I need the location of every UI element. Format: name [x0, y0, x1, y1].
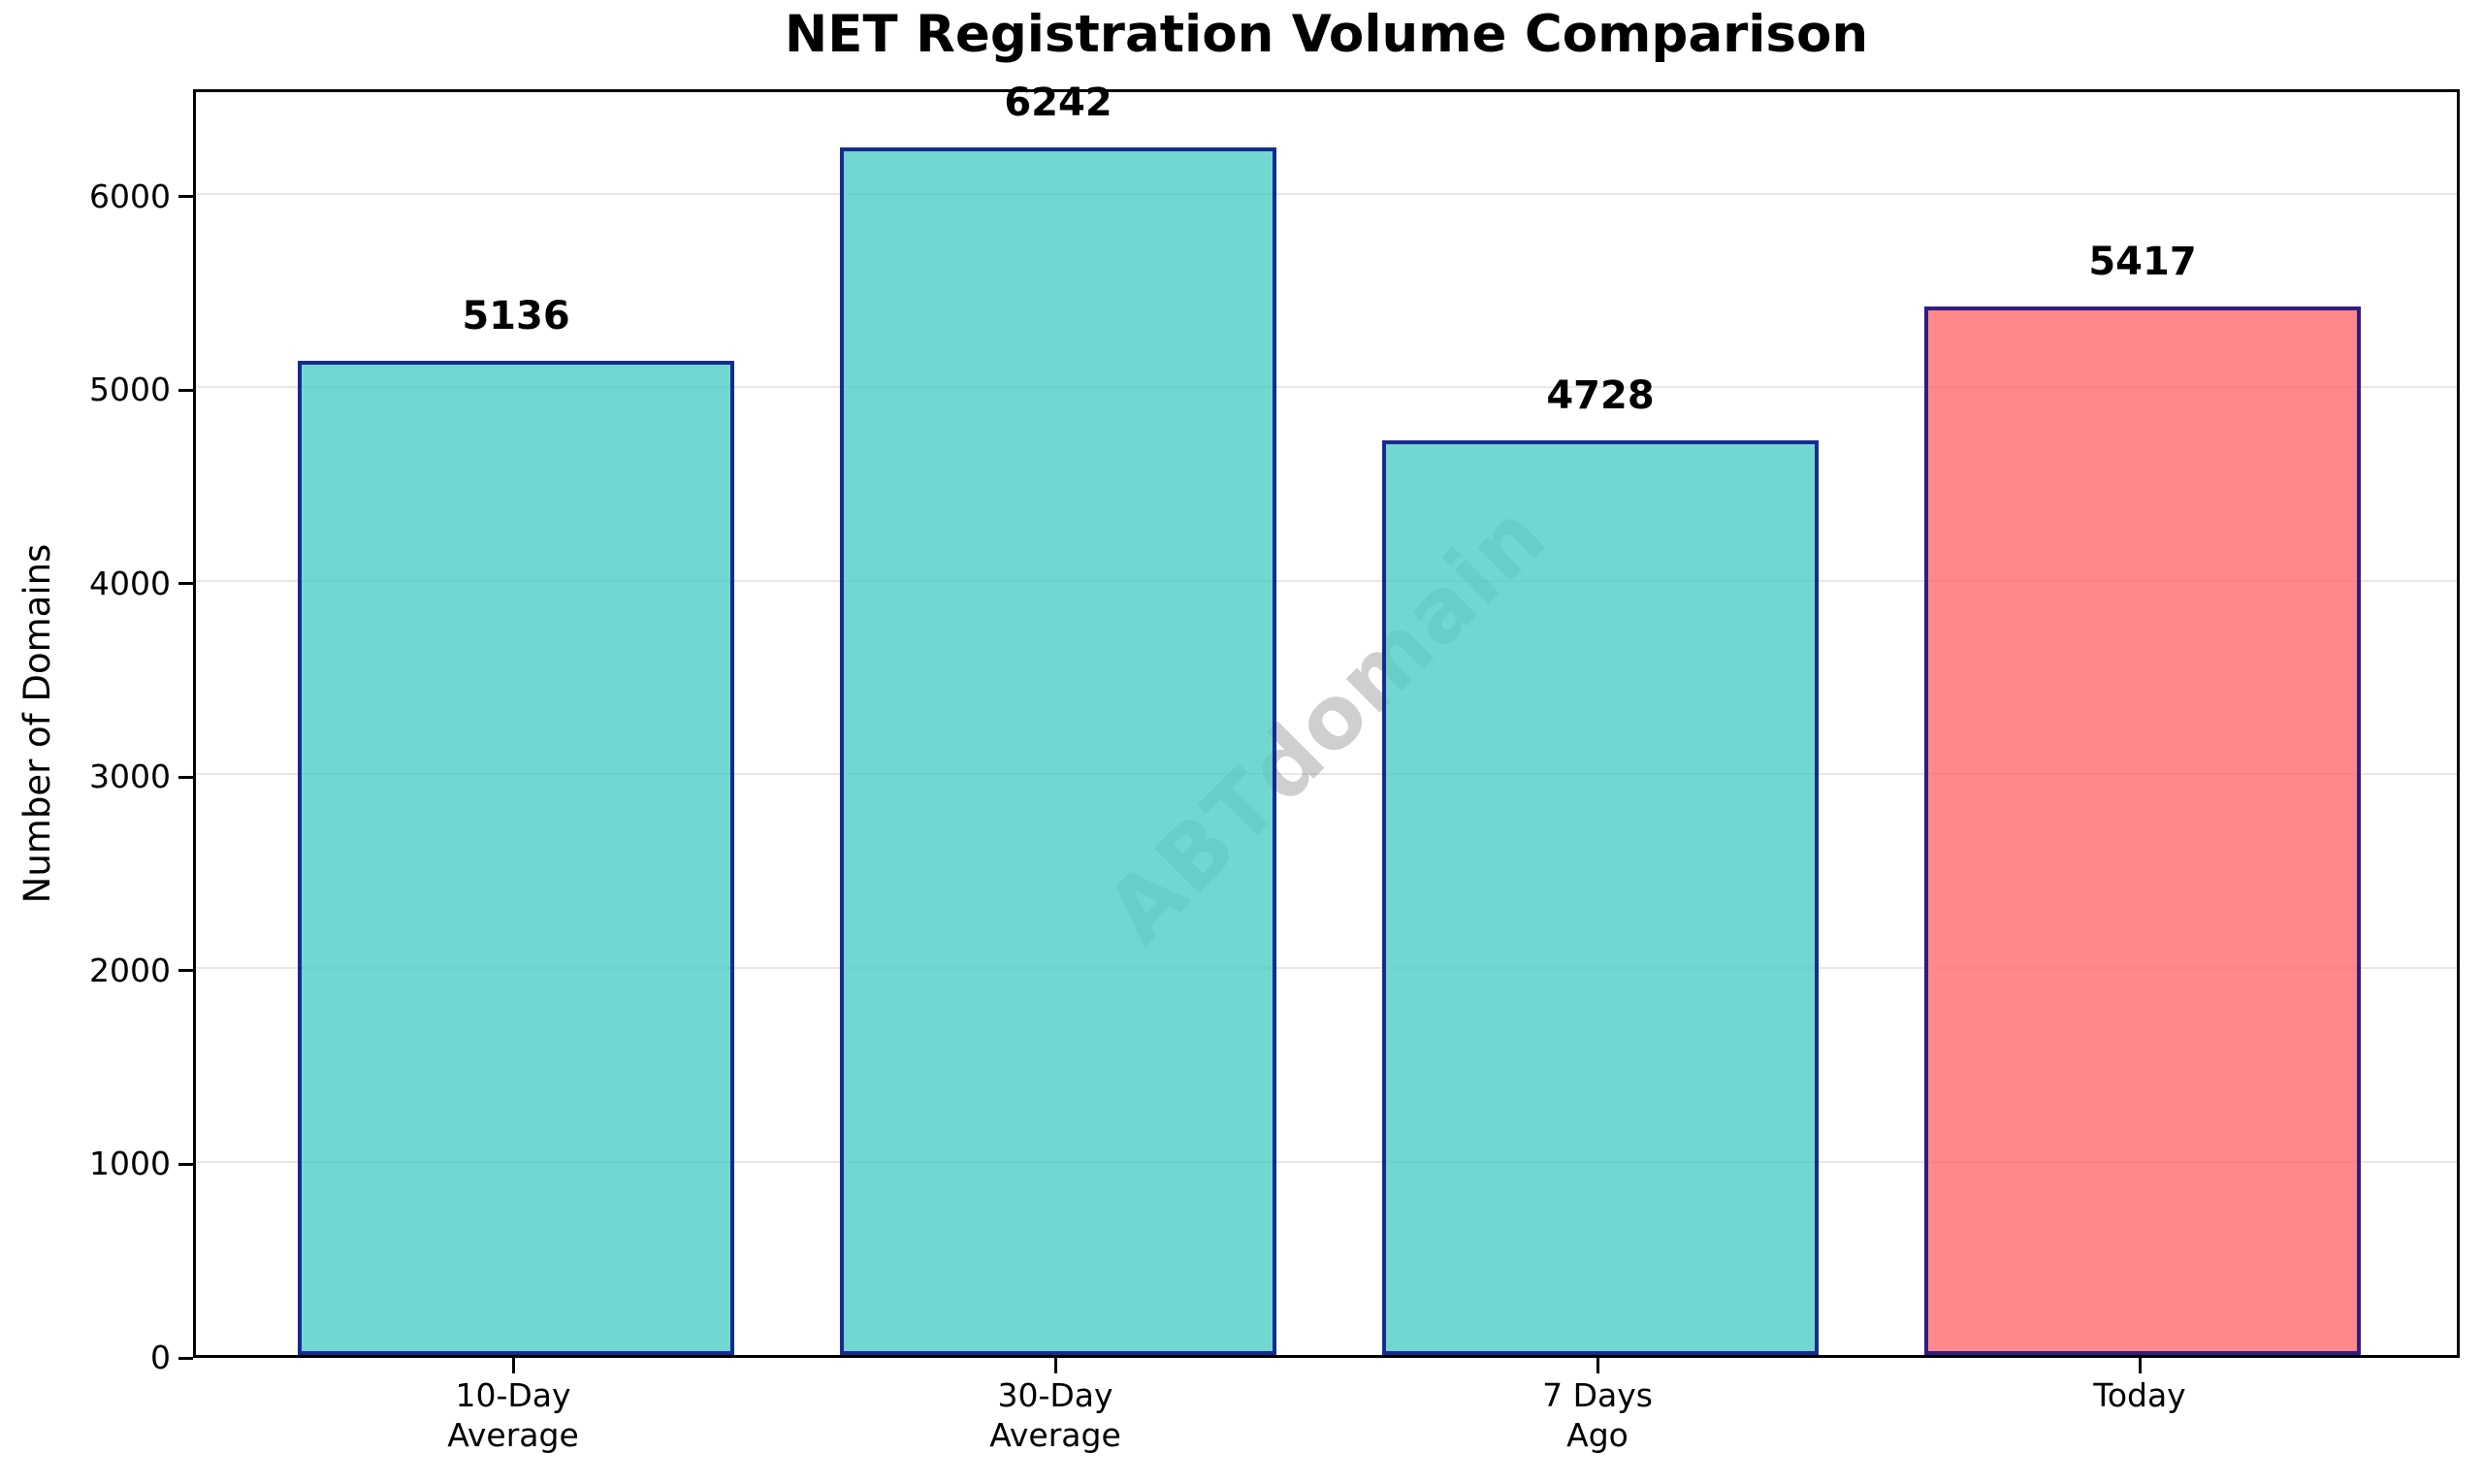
y-tick-label: 6000	[89, 177, 171, 215]
y-axis-tick	[178, 1356, 193, 1360]
bar	[1382, 439, 1819, 1355]
x-tick-label: Today	[2093, 1376, 2186, 1414]
y-tick-label: 3000	[89, 758, 171, 796]
gridline	[196, 386, 2457, 389]
y-axis-tick	[178, 1162, 193, 1166]
y-axis-tick	[178, 969, 193, 973]
gridline	[196, 773, 2457, 776]
y-tick-label: 0	[150, 1339, 171, 1376]
bar-value-label: 5136	[462, 294, 570, 339]
y-tick-label: 5000	[89, 371, 171, 409]
bar	[1924, 306, 2361, 1355]
bar-value-label: 6242	[1004, 80, 1113, 125]
gridline	[196, 1160, 2457, 1163]
y-tick-label: 1000	[89, 1145, 171, 1183]
x-tick-label: 30-Day Average	[989, 1376, 1121, 1454]
x-axis-tick	[1596, 1358, 1599, 1373]
plot-area: ABTdomain 5136 6242 4728 5417	[193, 81, 2460, 1358]
y-axis-label: Number of Domains	[16, 543, 58, 904]
bar	[298, 361, 734, 1355]
bar-value-label: 5417	[2088, 240, 2197, 285]
chart-title: NET Registration Volume Comparison	[784, 5, 1869, 64]
x-tick-label: 10-Day Average	[447, 1376, 579, 1454]
gridline	[196, 966, 2457, 969]
x-axis-tick	[2138, 1358, 2142, 1373]
y-axis-tick	[178, 775, 193, 779]
y-tick-label: 2000	[89, 951, 171, 989]
x-axis-tick	[1053, 1358, 1057, 1373]
y-tick-label: 4000	[89, 564, 171, 602]
x-axis-tick	[511, 1358, 515, 1373]
y-axis-tick	[178, 388, 193, 392]
y-axis-tick	[178, 195, 193, 199]
x-tick-label: 7 Days Ago	[1542, 1376, 1653, 1454]
gridline	[196, 579, 2457, 582]
bar	[840, 146, 1276, 1355]
gridline	[196, 192, 2457, 195]
bar-value-label: 4728	[1546, 372, 1655, 418]
y-axis-tick	[178, 582, 193, 586]
